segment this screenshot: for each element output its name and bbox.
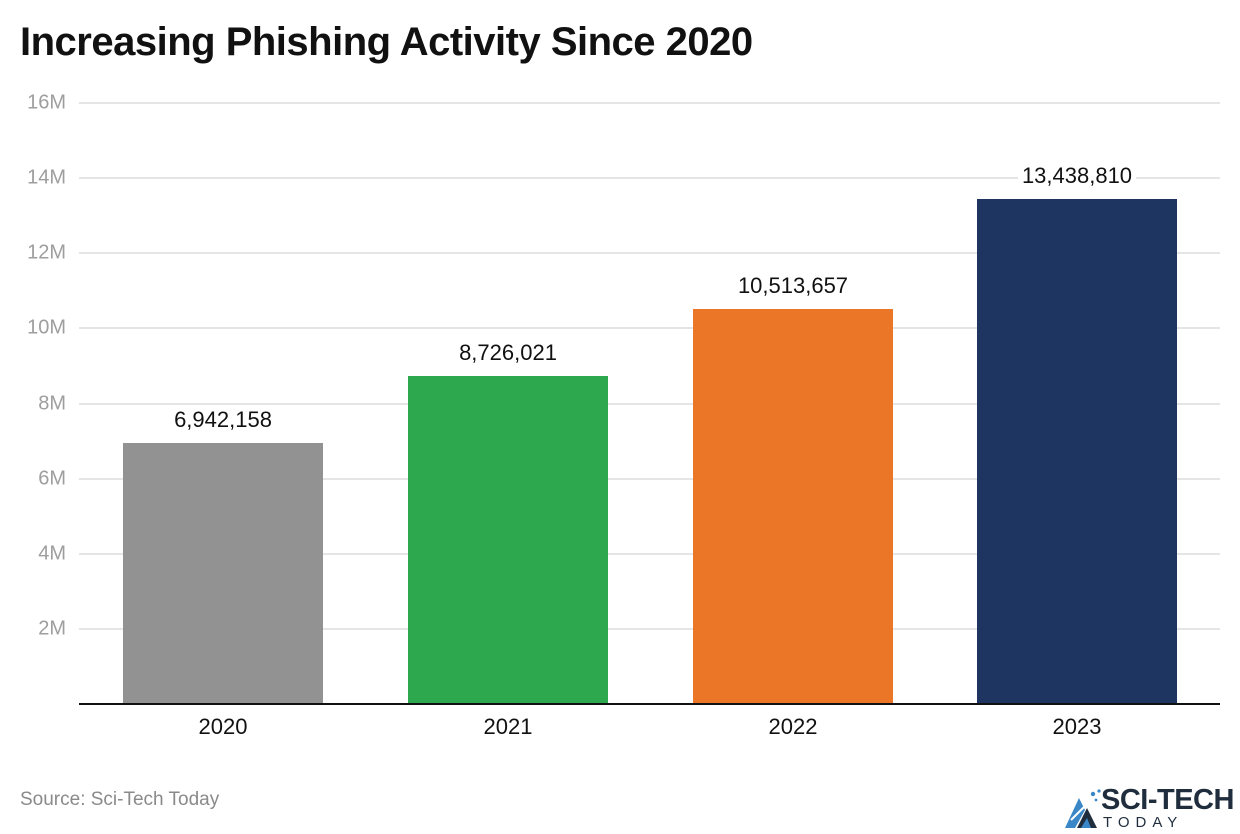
bar-2023 xyxy=(977,199,1177,704)
bar-2022 xyxy=(693,309,893,704)
y-tick-label: 2M xyxy=(38,617,66,640)
source-note: Source: Sci-Tech Today xyxy=(20,789,220,810)
bar-value-label-container: 13,438,810 xyxy=(947,163,1207,189)
x-tick-label: 2020 xyxy=(198,714,248,739)
y-tick-label: 8M xyxy=(38,392,66,414)
gridline xyxy=(79,552,1220,555)
bar-value-label: 8,726,021 xyxy=(455,340,561,366)
bar-2021 xyxy=(408,376,608,704)
x-tick-label: 2022 xyxy=(768,714,818,739)
logo-mark-icon xyxy=(1065,789,1101,828)
x-axis-line xyxy=(79,703,1220,705)
bar-value-label: 13,438,810 xyxy=(1017,163,1137,189)
gridline xyxy=(79,102,1220,104)
y-tick-label: 10M xyxy=(27,316,66,339)
logo-text: SCI-TECH xyxy=(1101,784,1234,816)
bar-value-label: 6,942,158 xyxy=(170,407,276,433)
y-tick-label: 4M xyxy=(38,542,66,565)
bar-value-label-container: 8,726,021 xyxy=(378,340,638,366)
gridline xyxy=(79,327,1220,330)
chart-title: Increasing Phishing Activity Since 2020 xyxy=(20,20,753,64)
y-tick-label: 16M xyxy=(27,91,66,114)
bar-value-label-container: 10,513,657 xyxy=(663,273,923,299)
logo-subtext: TODAY xyxy=(1103,814,1184,831)
gridline xyxy=(79,477,1220,480)
gridline xyxy=(79,177,1220,180)
y-tick-label: 12M xyxy=(27,241,66,264)
gridline xyxy=(79,402,1220,405)
sci-tech-today-logo: SCI-TECH TODAY xyxy=(1063,784,1238,832)
y-tick-label: 14M xyxy=(27,166,66,189)
bar-value-label: 10,513,657 xyxy=(733,273,853,299)
bar-2020 xyxy=(123,443,323,704)
gridline xyxy=(79,627,1220,630)
bar-value-label-container: 6,942,158 xyxy=(93,407,353,433)
x-tick-label: 2023 xyxy=(1052,714,1102,739)
gridline xyxy=(79,252,1220,255)
x-tick-label: 2021 xyxy=(483,714,533,739)
y-tick-label: 6M xyxy=(38,467,66,490)
